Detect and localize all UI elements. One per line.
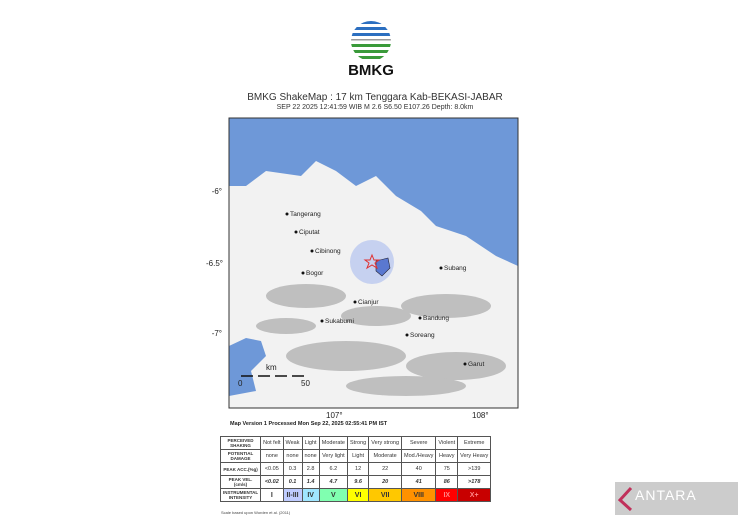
map-version: Map Version 1 Processed Mon Sep 22, 2025…	[230, 421, 388, 427]
legend-cell: 1.4	[301, 475, 320, 489]
city-label: Cianjur	[358, 299, 379, 306]
city-label: Tangerang	[290, 211, 321, 218]
epicenter-star-icon	[363, 253, 381, 270]
shakemap: Tangerang Ciputat Cibinong Bogor Cianjur…	[206, 117, 519, 420]
legend-cell: Light	[346, 449, 370, 463]
logo-text: BMKG	[348, 62, 394, 79]
legend-cell: V	[318, 488, 349, 502]
legend-cell: 0.1	[282, 475, 303, 489]
scale-footnote: Scale based upon Worden et al. (2011)	[221, 510, 291, 515]
legend-cell: none	[282, 449, 303, 463]
legend-cell: VI	[346, 488, 370, 502]
city-label: Garut	[468, 361, 484, 368]
legend-cell: Extreme	[457, 436, 492, 450]
reservoir	[375, 257, 391, 277]
legend-cell: none	[260, 449, 284, 463]
legend-cell: 2.8	[301, 462, 320, 476]
legend-cell: IX	[435, 488, 459, 502]
legend-cell: Violent	[435, 436, 459, 450]
map-frame	[228, 117, 519, 409]
scale-min: 0	[238, 379, 243, 388]
legend-cell: >139	[457, 462, 492, 476]
legend-row: PERCEIVED SHAKING Not felt Weak Light Modera…	[219, 436, 492, 450]
city-dots	[285, 212, 467, 366]
legend-cell: 0.3	[282, 462, 303, 476]
legend-cell: <0.05	[260, 462, 284, 476]
legend-cell: Strong	[346, 436, 370, 450]
city-label: Sukabumi	[325, 318, 354, 325]
city-label: Ciputat	[299, 229, 320, 236]
map-title: BMKG ShakeMap : 17 km Tenggara Kab-BEKAS…	[247, 92, 503, 103]
legend-row-label: PEAK ACC.(%g)	[219, 462, 262, 476]
lat-tick: -7°	[212, 329, 222, 338]
event-details: SEP 22 2025 12:41:59 WIB M 2.6 S6.50 E10…	[276, 104, 474, 111]
legend-row: PEAK VEL.(cm/s) <0.02 0.1 1.4 4.7 9.6 20 41 86 >1…	[219, 475, 492, 489]
legend-row-label: POTENTIAL DAMAGE	[219, 449, 262, 463]
antara-text: ANTARA	[635, 487, 697, 503]
legend-cell: 6.2	[318, 462, 349, 476]
sea-south	[229, 338, 266, 396]
lon-tick: 107°	[326, 411, 343, 420]
legend-cell: Moderate	[368, 449, 403, 463]
lat-tick: -6°	[212, 187, 222, 196]
legend-cell: 75	[435, 462, 459, 476]
legend-cell: Very strong	[368, 436, 403, 450]
legend-cell: 9.6	[346, 475, 370, 489]
legend-cell: 12	[346, 462, 370, 476]
city-label: Soreang	[410, 332, 435, 339]
legend-row: PEAK ACC.(%g) <0.05 0.3 2.8 6.2 12 22 40 75 >139	[219, 462, 492, 476]
legend-cell: Light	[301, 436, 320, 450]
legend-cell: >178	[457, 475, 492, 489]
intensity-legend: PERCEIVED SHAKING Not felt Weak Light Modera…	[219, 436, 492, 502]
legend-cell: II-III	[282, 488, 303, 502]
legend-cell: Severe	[401, 436, 437, 450]
legend-cell: Heavy	[435, 449, 459, 463]
legend-cell: none	[301, 449, 320, 463]
city-label: Bogor	[306, 270, 324, 277]
legend-cell: VII	[368, 488, 403, 502]
legend-cell: X+	[457, 488, 492, 502]
lon-tick: 108°	[472, 411, 489, 420]
legend-cell: 4.7	[318, 475, 349, 489]
legend-cell: 41	[401, 475, 437, 489]
legend-cell: 22	[368, 462, 403, 476]
terrain	[256, 284, 506, 396]
legend-cell: 20	[368, 475, 403, 489]
legend-row: INSTRUMENTAL INTENSITY I II-III IV V VI VII VII…	[219, 488, 492, 502]
legend-cell: Not felt	[260, 436, 284, 450]
legend-cell: Weak	[282, 436, 303, 450]
legend-cell: IV	[301, 488, 320, 502]
legend-cell: Very light	[318, 449, 349, 463]
legend-cell: 86	[435, 475, 459, 489]
legend-cell: Moderate	[318, 436, 349, 450]
legend-cell: VIII	[401, 488, 437, 502]
sea-north	[229, 118, 518, 266]
legend-cell: 40	[401, 462, 437, 476]
legend-cell: I	[260, 488, 284, 502]
legend-cell: <0.02	[260, 475, 284, 489]
city-label: Subang	[444, 265, 467, 272]
legend-cell: Mod./Heavy	[401, 449, 437, 463]
legend-row-label: PEAK VEL.(cm/s)	[219, 475, 262, 489]
bmkg-logo	[351, 21, 391, 59]
legend-row-label: PERCEIVED SHAKING	[219, 436, 262, 450]
scale-unit: km	[266, 363, 277, 372]
legend-row-label: INSTRUMENTAL INTENSITY	[219, 488, 262, 502]
antara-watermark	[615, 482, 738, 515]
scale-max: 50	[301, 379, 310, 388]
city-label: Bandung	[423, 315, 449, 322]
legend-cell: Very Heavy	[457, 449, 492, 463]
city-label: Cibinong	[315, 248, 341, 255]
antara-logo-icon	[617, 486, 633, 512]
lat-tick: -6.5°	[206, 259, 223, 268]
legend-row: POTENTIAL DAMAGE none none none Very light Li…	[219, 449, 492, 463]
